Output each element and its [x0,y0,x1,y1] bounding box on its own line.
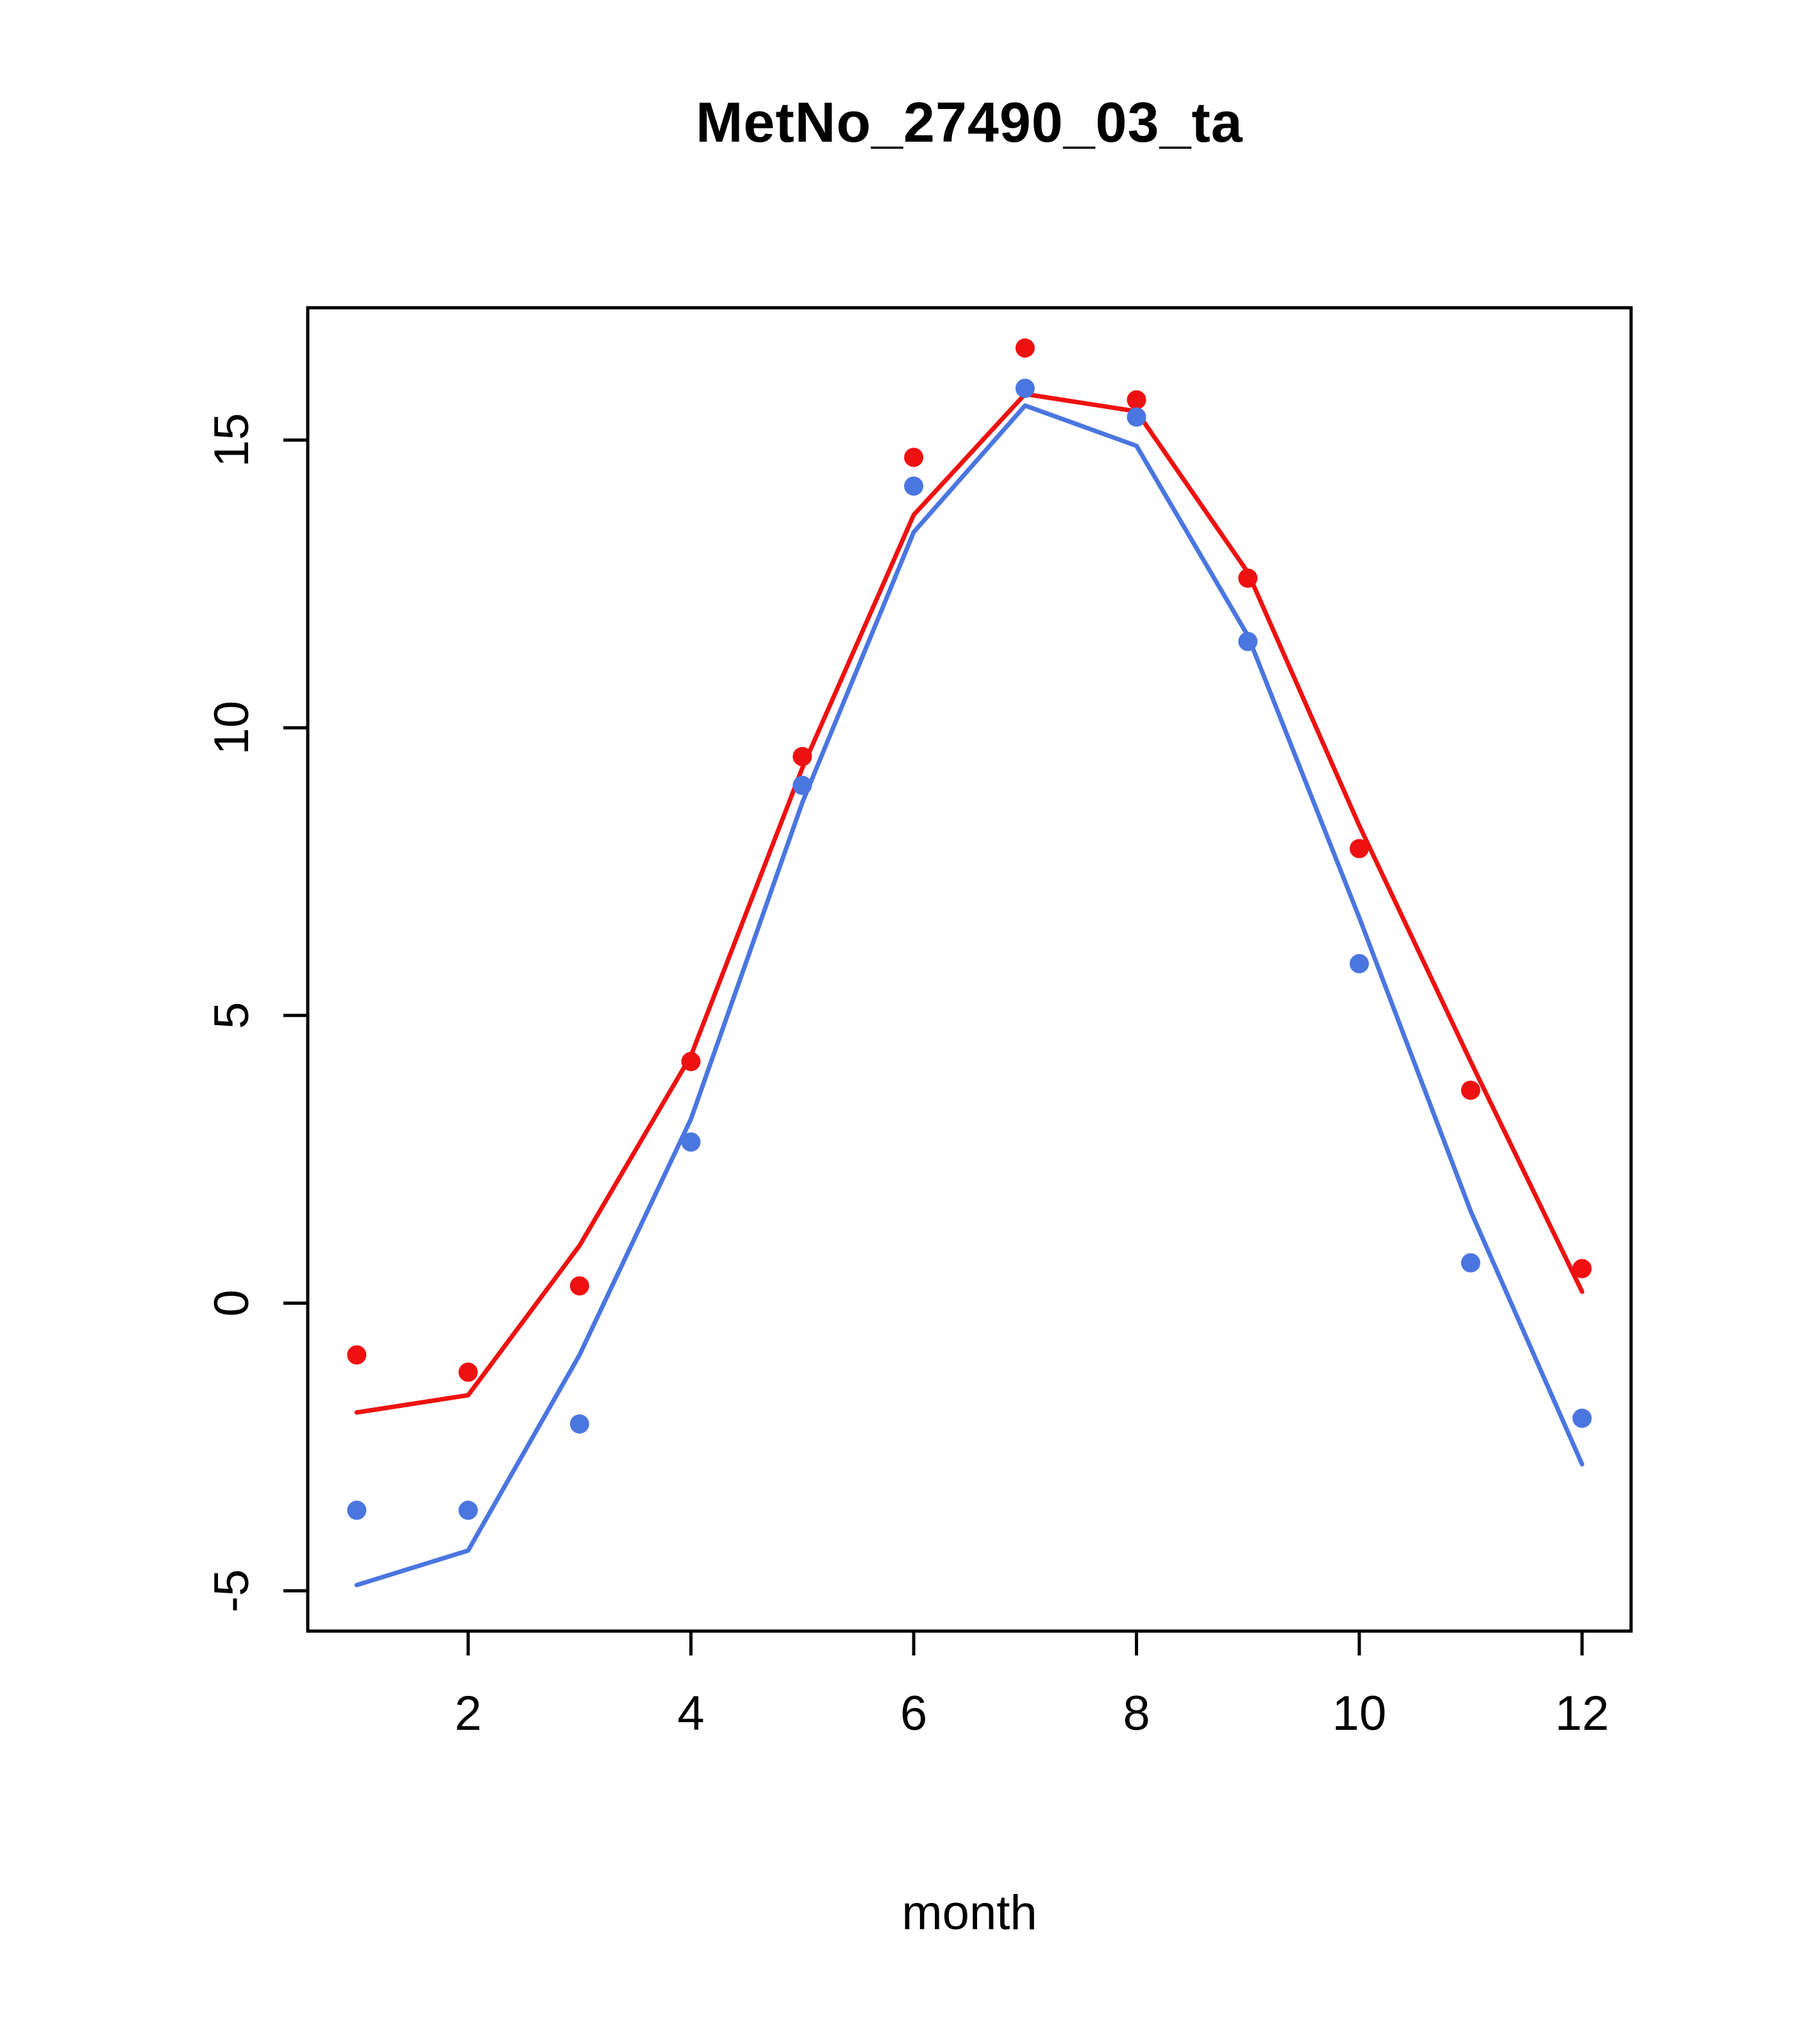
blue-points-marker [1572,1408,1592,1428]
blue-points-marker [347,1500,367,1520]
red-points-marker [904,448,924,467]
y-tick-label: -5 [205,1569,259,1613]
series-blue-line [354,403,1585,1587]
red-points-marker [347,1345,367,1365]
red-line-path [354,392,1585,1415]
x-tick-label: 10 [1332,1686,1387,1741]
x-tick-label: 12 [1555,1686,1609,1741]
red-points-marker [681,1051,701,1071]
blue-points-marker [904,476,924,496]
chart-title: MetNo_27490_03_ta [696,90,1243,154]
blue-points-marker [1015,378,1035,398]
red-points-marker [1350,839,1369,859]
x-tick-label: 8 [1123,1686,1150,1741]
red-points-marker [1572,1259,1592,1278]
red-points-marker [1238,568,1258,588]
blue-points-marker [1238,632,1258,651]
x-axis-ticks: 2 4 6 8 10 12 [455,1631,1609,1741]
blue-points-marker [792,775,812,795]
series-red-points [347,338,1592,1382]
x-tick-label: 2 [455,1686,481,1741]
red-points-marker [792,746,812,766]
series-red-line [354,392,1585,1415]
y-tick-label: 0 [205,1289,259,1316]
x-axis-label: month [901,1886,1037,1940]
red-points-marker [1015,338,1035,358]
blue-points-marker [458,1500,478,1520]
y-tick-label: 15 [205,413,259,467]
blue-points-marker [1126,407,1146,427]
blue-points-marker [681,1132,701,1152]
red-points-marker [458,1362,478,1382]
x-tick-label: 6 [900,1686,927,1741]
blue-points-marker [1350,954,1369,974]
y-tick-label: 5 [205,1002,259,1029]
plot-border-box [306,306,1633,1633]
x-tick-label: 4 [678,1686,705,1741]
y-axis-ticks: -5 0 5 10 15 [205,413,308,1613]
blue-points-marker [569,1414,589,1434]
red-points-marker [1461,1080,1480,1100]
series-blue-points [347,378,1592,1520]
y-tick-label: 10 [205,701,259,755]
blue-points-marker [1461,1253,1480,1273]
red-points-marker [569,1276,589,1296]
blue-line-path [354,403,1585,1587]
red-points-marker [1126,390,1146,410]
